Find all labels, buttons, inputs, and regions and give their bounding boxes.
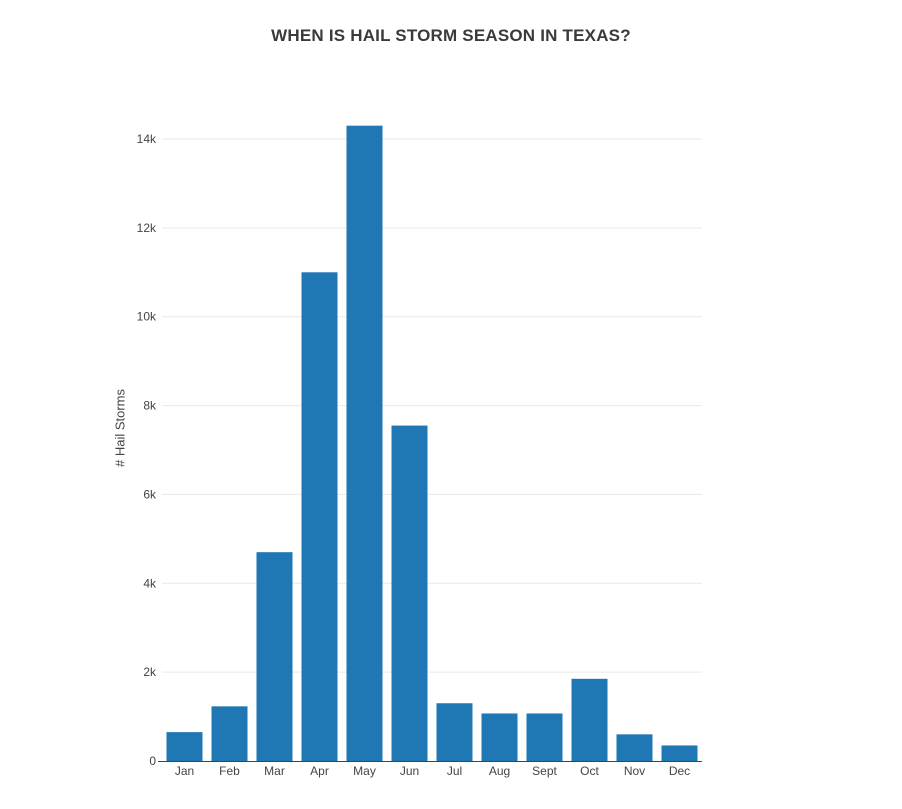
gridlines	[162, 138, 702, 673]
y-tick-labels: 0 2k 4k 6k 8k 10k 12k 14k	[137, 132, 157, 768]
y-tick-label: 12k	[137, 221, 157, 235]
chart-title: WHEN IS HAIL STORM SEASON IN TEXAS?	[271, 26, 631, 45]
x-tick-label: May	[353, 764, 376, 778]
bar-may[interactable]	[346, 125, 383, 761]
x-tick-labels: Jan Feb Mar Apr May Jun Jul Aug Sept Oct Nov Dec	[175, 764, 690, 778]
x-tick-label: Jun	[400, 764, 419, 778]
y-tick-label: 10k	[137, 310, 157, 324]
bar-jan[interactable]	[166, 732, 203, 761]
x-tick-label: Apr	[310, 764, 329, 778]
bar-jul[interactable]	[436, 703, 473, 761]
y-tick-label: 6k	[143, 487, 157, 501]
y-tick-label: 8k	[143, 399, 157, 413]
x-tick-label: Nov	[624, 764, 645, 778]
bar-apr[interactable]	[301, 272, 338, 761]
x-tick-label: Mar	[264, 764, 285, 778]
x-tick-label: Jan	[175, 764, 194, 778]
x-tick-label: Sept	[532, 764, 557, 778]
bar-mar[interactable]	[256, 552, 293, 761]
y-tick-label: 4k	[143, 576, 157, 590]
x-tick-label: Feb	[219, 764, 240, 778]
bar-sept[interactable]	[526, 713, 563, 761]
x-tick-label: Dec	[669, 764, 690, 778]
bar-dec[interactable]	[661, 745, 698, 761]
bar-oct[interactable]	[571, 678, 608, 761]
bar-jun[interactable]	[391, 425, 428, 761]
bars	[166, 125, 698, 761]
bar-nov[interactable]	[616, 734, 653, 761]
y-tick-label: 0	[149, 754, 156, 768]
bar-feb[interactable]	[211, 706, 248, 761]
y-tick-label: 14k	[137, 132, 157, 146]
bar-aug[interactable]	[481, 713, 518, 761]
y-tick-label: 2k	[143, 665, 157, 679]
x-tick-label: Aug	[489, 764, 510, 778]
x-tick-label: Oct	[580, 764, 599, 778]
x-tick-label: Jul	[447, 764, 462, 778]
